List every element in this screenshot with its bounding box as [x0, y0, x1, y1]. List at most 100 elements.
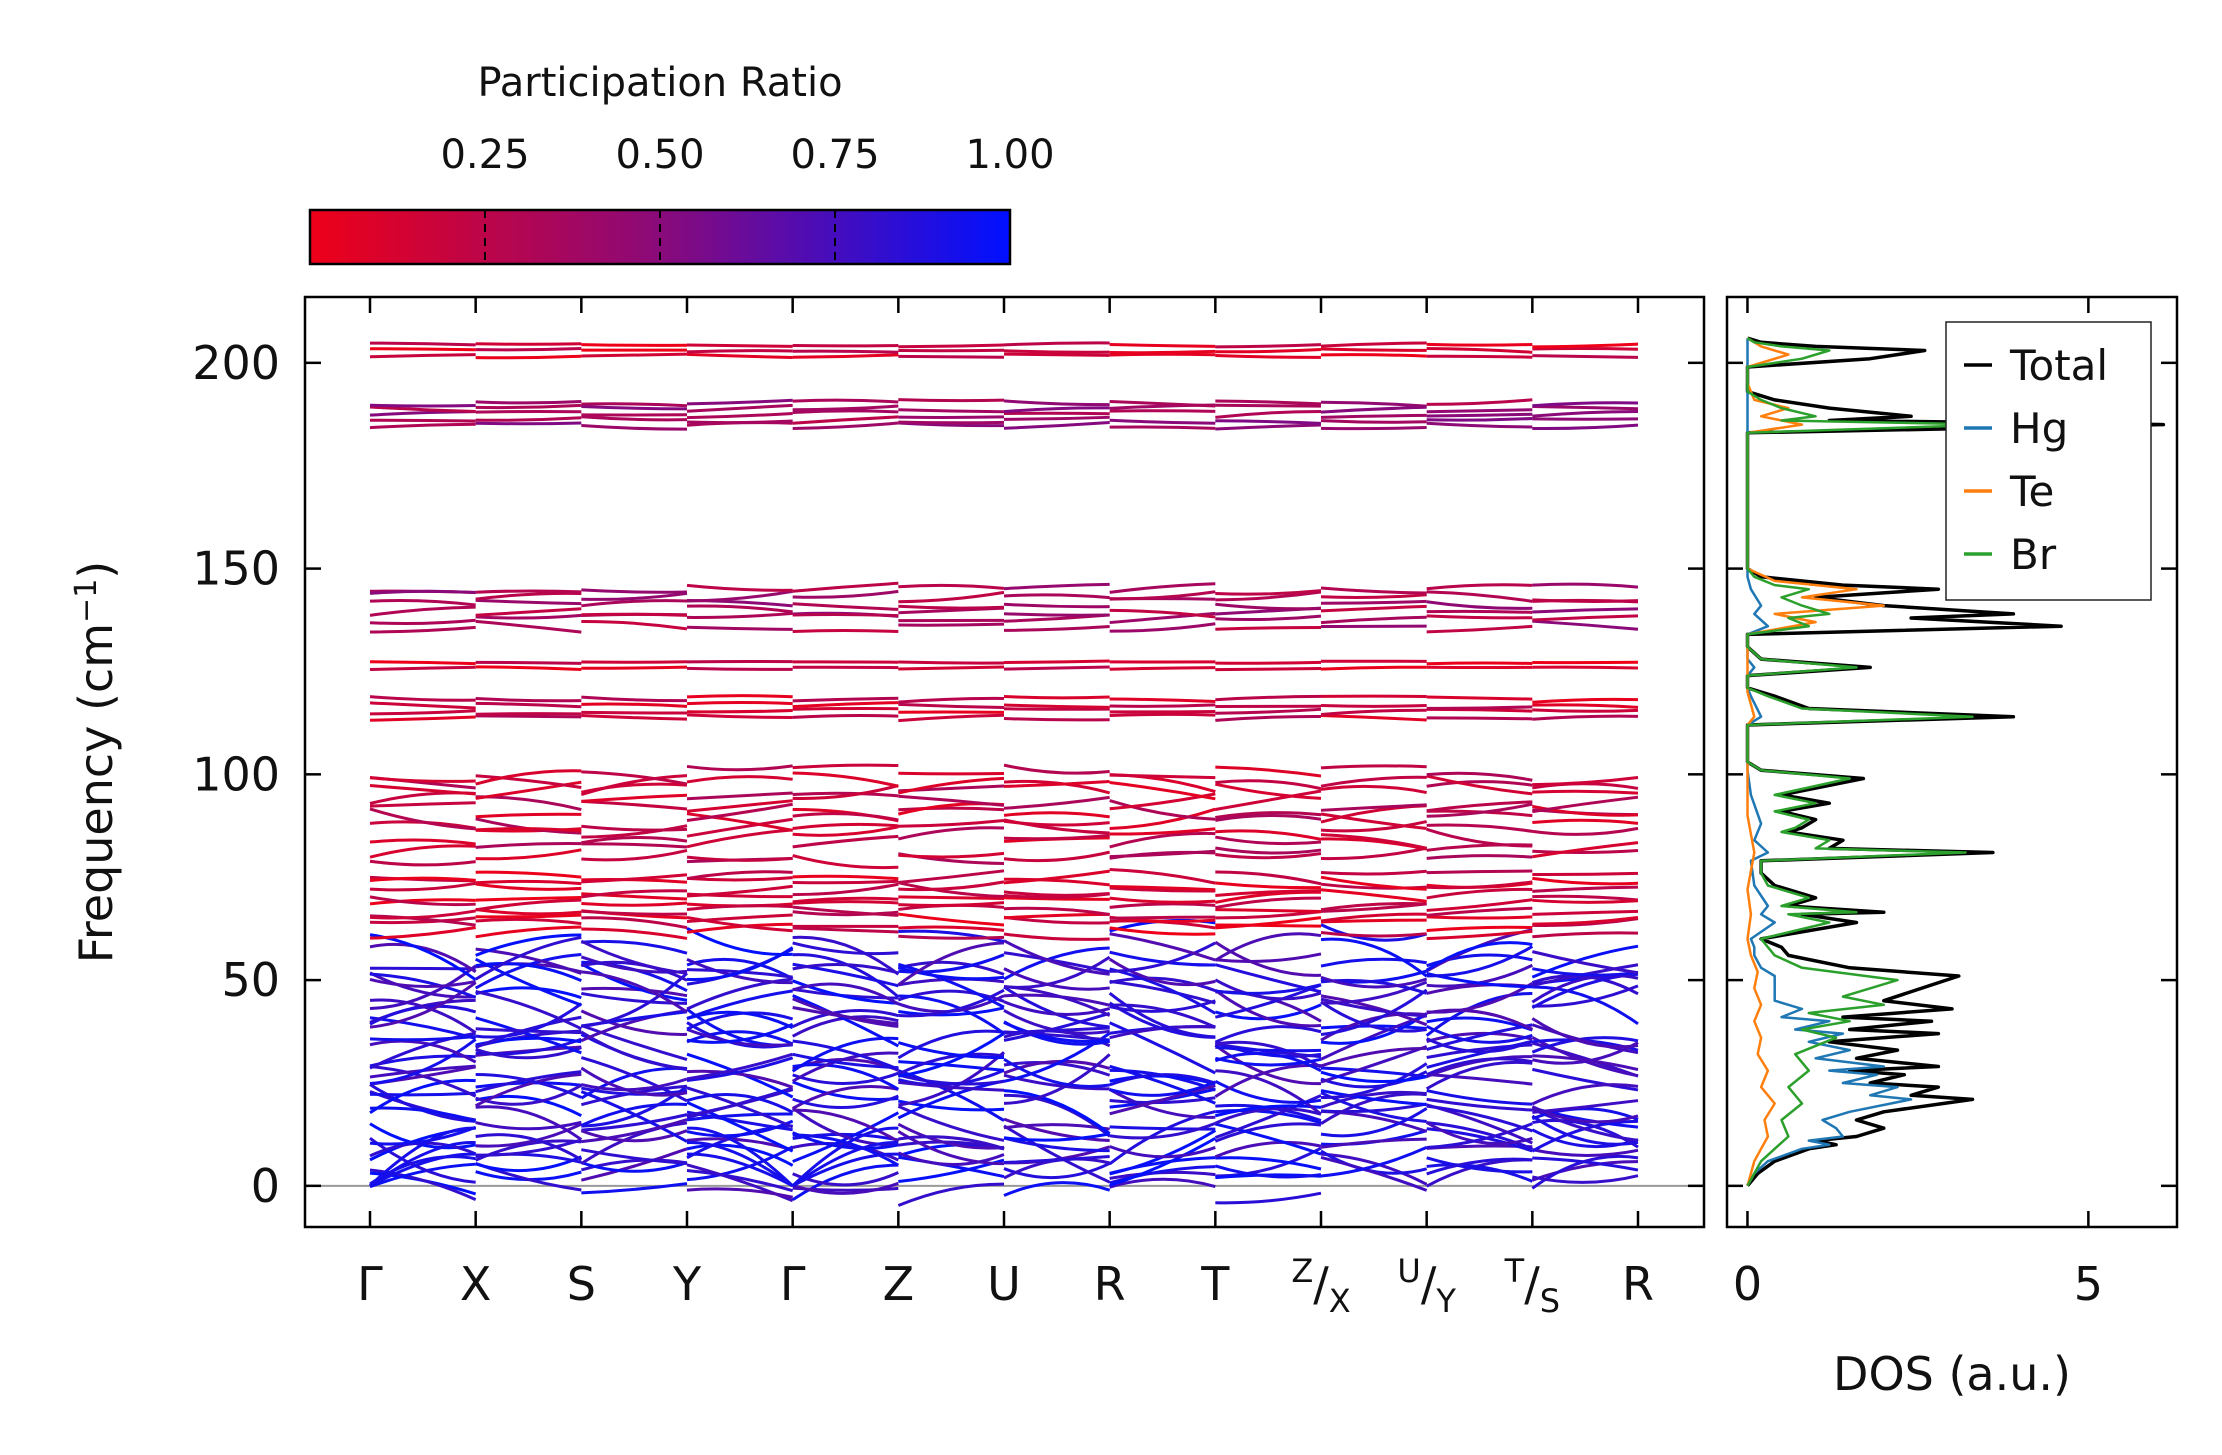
phonon-branch	[1214, 1122, 1322, 1143]
phonon-branch	[1215, 343, 1322, 349]
phonon-branch	[369, 881, 476, 892]
phonon-branch	[1320, 820, 1428, 833]
band-y-tick-label: 200	[192, 336, 280, 390]
phonon-branch	[475, 1016, 582, 1055]
phonon-branch	[475, 1133, 583, 1162]
phonon-branch	[792, 1108, 900, 1143]
phonon-branch	[1003, 951, 1110, 974]
phonon-branch	[1215, 881, 1322, 890]
phonon-branch	[1215, 923, 1322, 928]
phonon-branch	[1215, 782, 1322, 800]
phonon-branch	[1532, 1099, 1639, 1114]
phonon-branch	[1214, 978, 1322, 1001]
phonon-branch	[1109, 1156, 1216, 1175]
band-y-ticks: 0 50 100 150 200	[192, 336, 1704, 1213]
phonon-branch	[1215, 614, 1322, 621]
phonon-branch	[1320, 930, 1427, 938]
phonon-branch	[898, 869, 1005, 884]
phonon-branch	[898, 354, 1005, 359]
phonon-branch	[369, 625, 476, 634]
phonon-branch	[792, 791, 899, 798]
phonon-branch	[686, 775, 793, 784]
phonon-branch	[1109, 976, 1216, 993]
phonon-branch	[1426, 1037, 1533, 1054]
phonon-branch	[1215, 889, 1322, 897]
phonon-branch	[686, 927, 793, 956]
kpoint-label: Γ	[357, 1257, 383, 1311]
phonon-branch	[1320, 1045, 1428, 1084]
phonon-branch	[1532, 967, 1639, 977]
phonon-branch	[792, 713, 899, 719]
phonon-branch	[369, 1091, 476, 1097]
phonon-branch	[1425, 941, 1533, 972]
phonon-branch	[581, 901, 688, 907]
phonon-branch	[1003, 421, 1110, 430]
phonon-branch	[1320, 912, 1427, 923]
phonon-branch	[1109, 884, 1216, 892]
phonon-branch	[1214, 1051, 1322, 1073]
phonon-branch	[1320, 833, 1427, 850]
phonon-branch	[686, 884, 793, 898]
colorbar: Participation Ratio 0.25 0.50 0.75 1.00	[308, 60, 1055, 266]
phonon-branch	[581, 960, 688, 982]
phonon-branch	[475, 780, 582, 800]
phonon-branch	[1320, 1152, 1428, 1186]
phonon-branch	[1320, 957, 1427, 968]
phonon-branch	[475, 1138, 582, 1157]
phonon-branch	[686, 1119, 794, 1138]
phonon-branch	[369, 341, 476, 347]
phonon-branch	[581, 873, 688, 884]
phonon-branch	[1426, 771, 1533, 782]
phonon-branch	[792, 1009, 899, 1029]
phonon-branch	[686, 713, 793, 720]
phonon-branch	[581, 620, 688, 631]
phonon-branch	[1531, 1041, 1639, 1065]
phonon-branch	[1003, 955, 1111, 989]
phonon-branch	[792, 1094, 899, 1110]
kpoint-label: Z/X	[1291, 1252, 1350, 1320]
phonon-branch	[581, 824, 688, 832]
phonon-branch	[898, 925, 1005, 932]
phonon-branch	[1215, 399, 1322, 406]
colorbar-tick-label: 1.00	[965, 132, 1054, 178]
phonon-branch	[581, 836, 688, 845]
phonon-branch	[581, 889, 688, 899]
phonon-branch	[475, 795, 582, 812]
phonon-branch	[686, 977, 793, 1011]
phonon-branch	[1215, 602, 1322, 611]
band-lines	[305, 341, 1704, 1207]
phonon-branch	[369, 405, 476, 414]
phonon-branch	[792, 1181, 899, 1195]
phonon-branch	[475, 354, 582, 360]
phonon-branch	[898, 953, 1005, 974]
kpoint-label: R	[1094, 1257, 1126, 1311]
phonon-branch	[581, 986, 688, 998]
dos-x-tick-label: 0	[1733, 1257, 1762, 1311]
phonon-branch	[897, 1029, 1005, 1060]
phonon-branch	[1532, 598, 1639, 604]
phonon-branch	[1320, 1070, 1427, 1083]
phonon-branch	[369, 715, 476, 722]
band-y-axis-title: Frequency (cm−1)	[69, 561, 123, 964]
phonon-branch	[1003, 406, 1110, 414]
phonon-branch	[581, 713, 688, 721]
phonon-branch	[1532, 789, 1639, 795]
phonon-branch	[1003, 717, 1110, 722]
phonon-branch	[475, 1122, 582, 1148]
phonon-branch	[1109, 1021, 1217, 1075]
phonon-branch	[686, 1030, 794, 1046]
phonon-branch	[475, 917, 582, 926]
phonon-branch	[581, 927, 688, 940]
phonon-branch	[369, 599, 476, 607]
phonon-branch	[1215, 835, 1322, 846]
phonon-branch	[686, 1027, 793, 1047]
phonon-branch	[581, 824, 688, 839]
phonon-branch	[792, 415, 899, 425]
phonon-branch	[792, 979, 899, 1005]
phonon-branch	[580, 1066, 688, 1097]
phonon-branch	[1214, 1025, 1322, 1044]
phonon-branch	[792, 696, 899, 703]
phonon-branch	[1003, 833, 1110, 841]
phonon-branch	[686, 589, 793, 603]
phonon-branch	[369, 909, 476, 920]
